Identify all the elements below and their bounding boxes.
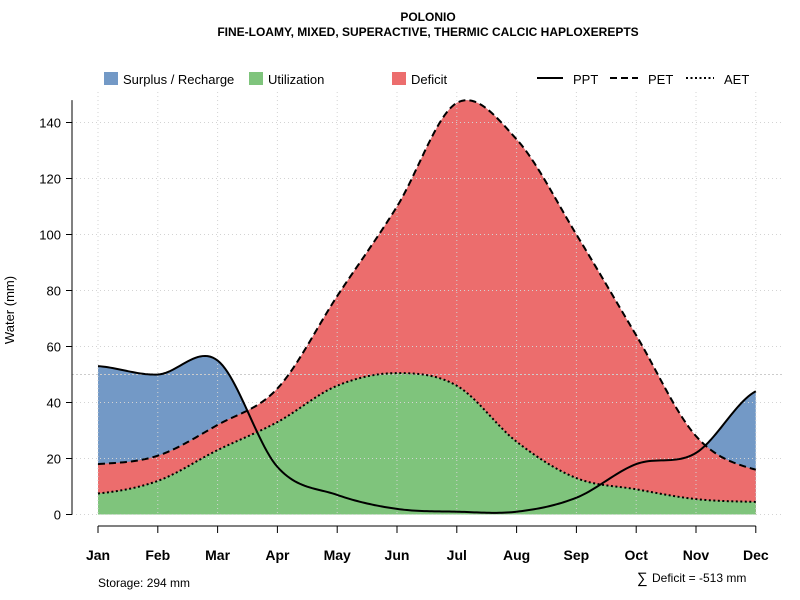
y-axis-label: Water (mm) [2,276,17,344]
legend-swatch-deficit [392,72,406,85]
legend-label-ppt: PPT [573,72,598,87]
ppt-line [97,354,757,514]
pet-line [97,99,757,471]
x-tick-label-jul: Jul [447,547,467,563]
y-tick-label-20: 20 [47,452,61,467]
deficit-sum-icon: ∑ [637,570,648,587]
areas-group [98,100,756,515]
x-tick-label-sep: Sep [564,547,590,563]
legend-label-deficit: Deficit [411,72,448,87]
axes: 0 20 40 60 80 100 120 140 Jan Feb Mar Apr May Jun Jul A… [39,100,769,563]
chart-subtitle: FINE-LOAMY, MIXED, SUPERACTIVE, THERMIC … [217,25,638,39]
x-tick-label-apr: Apr [265,547,290,563]
y-tick-label-60: 60 [47,340,61,355]
storage-annotation: Storage: 294 mm [98,576,190,590]
grid-lines [72,92,782,515]
x-tick-label-nov: Nov [683,547,710,563]
x-tick-label-oct: Oct [625,547,649,563]
x-tick-label-mar: Mar [205,547,230,563]
x-tick-label-aug: Aug [503,547,530,563]
x-tick-label-may: May [324,547,351,563]
legend-label-aet: AET [724,72,749,87]
chart-title: POLONIO [400,10,455,24]
y-tick-label-140: 140 [39,116,61,131]
legend-label-utilization: Utilization [268,72,324,87]
deficit-area [98,100,756,515]
series-lines [97,99,757,514]
legend-swatch-surplus [104,72,118,85]
y-tick-label-0: 0 [54,508,61,523]
x-tick-label-jan: Jan [86,547,110,563]
x-tick-label-dec: Dec [743,547,769,563]
y-tick-label-80: 80 [47,284,61,299]
deficit-annotation: Deficit = -513 mm [652,571,746,585]
legend: Surplus / Recharge Utilization Deficit P… [104,72,749,87]
x-tick-label-feb: Feb [145,547,170,563]
x-tick-label-jun: Jun [385,547,410,563]
y-tick-label-120: 120 [39,172,61,187]
y-tick-label-40: 40 [47,396,61,411]
y-tick-label-100: 100 [39,228,61,243]
aet-line [97,372,756,503]
legend-swatch-utilization [249,72,263,85]
legend-label-surplus: Surplus / Recharge [123,72,234,87]
utilization-area [98,373,756,515]
legend-label-pet: PET [648,72,673,87]
